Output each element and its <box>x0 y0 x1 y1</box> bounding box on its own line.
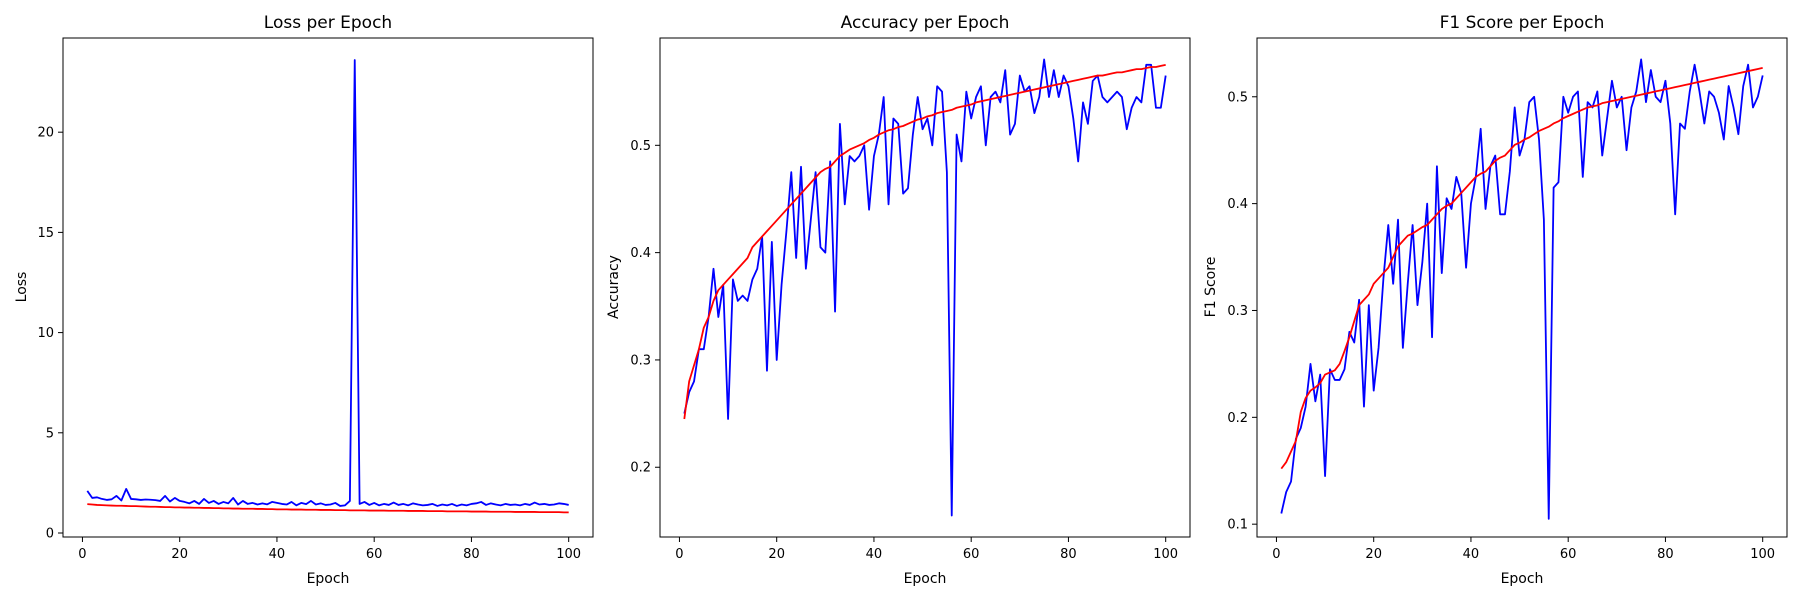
accuracy-y-tick-label: 0.3 <box>630 353 651 368</box>
f1-x-tick-label: 60 <box>1560 547 1577 562</box>
loss-x-tick-label: 60 <box>366 547 383 562</box>
loss-y-axis-label: Loss <box>14 272 30 303</box>
f1-title: F1 Score per Epoch <box>1440 13 1605 33</box>
accuracy-x-tick-label: 100 <box>1153 547 1178 562</box>
accuracy-y-axis-label: Accuracy <box>606 255 622 319</box>
accuracy-x-tick-label: 40 <box>866 547 883 562</box>
f1-x-axis-label: Epoch <box>1501 571 1544 587</box>
accuracy-x-tick-label: 60 <box>963 547 980 562</box>
loss-x-tick-label: 20 <box>171 547 188 562</box>
f1-y-tick-label: 0.1 <box>1227 518 1248 533</box>
f1-blue-series-line <box>1280 58 1764 520</box>
loss-title: Loss per Epoch <box>264 13 392 33</box>
accuracy-x-tick-label: 0 <box>675 547 683 562</box>
f1-y-tick-label: 0.2 <box>1227 411 1248 426</box>
f1-lines <box>1280 58 1764 520</box>
loss-red-series-line <box>87 503 569 514</box>
accuracy-red-series-line <box>683 63 1166 420</box>
accuracy-lines <box>683 58 1167 517</box>
f1-y-tick-label: 0.3 <box>1227 304 1248 319</box>
loss-y-tick-label: 10 <box>37 326 54 341</box>
loss-y-tick-label: 0 <box>46 526 54 541</box>
f1-x-tick-label: 40 <box>1463 547 1480 562</box>
accuracy-panel: Accuracy per Epoch Epoch Accuracy 0 20 40 6… <box>606 13 1191 587</box>
loss-y-tick-label: 15 <box>37 226 54 241</box>
f1-y-tick-label: 0.4 <box>1227 197 1248 212</box>
accuracy-plot-frame <box>659 37 1191 538</box>
accuracy-y-tick-label: 0.2 <box>630 461 651 476</box>
f1-ticks: 0 20 40 60 80 100 0.1 0.2 0.3 0.4 0.5 <box>1227 90 1775 562</box>
accuracy-x-tick-label: 80 <box>1060 547 1077 562</box>
loss-y-tick-label: 20 <box>37 126 54 141</box>
f1-y-axis-label: F1 Score <box>1203 257 1219 318</box>
loss-x-tick-label: 100 <box>556 547 581 562</box>
accuracy-x-axis-label: Epoch <box>904 571 947 587</box>
loss-x-tick-label: 80 <box>463 547 480 562</box>
accuracy-x-tick-label: 20 <box>768 547 785 562</box>
loss-plot-frame <box>62 37 594 538</box>
loss-x-tick-label: 0 <box>78 547 86 562</box>
f1-x-tick-label: 100 <box>1750 547 1775 562</box>
accuracy-title: Accuracy per Epoch <box>841 13 1010 33</box>
loss-ticks: 0 20 40 60 80 100 0 5 10 15 20 <box>37 126 581 562</box>
f1-y-tick-label: 0.5 <box>1227 90 1248 105</box>
loss-y-tick-label: 5 <box>46 426 54 441</box>
loss-x-tick-label: 40 <box>269 547 286 562</box>
accuracy-ticks: 0 20 40 60 80 100 0.2 0.3 0.4 0.5 <box>630 139 1178 562</box>
accuracy-y-tick-label: 0.4 <box>630 246 651 261</box>
loss-lines <box>86 59 569 514</box>
f1-x-tick-label: 80 <box>1657 547 1674 562</box>
f1-plot-frame <box>1256 37 1788 538</box>
loss-panel: Loss per Epoch Epoch Loss 0 20 40 60 80 100 0 5… <box>14 13 594 587</box>
f1-panel: F1 Score per Epoch Epoch F1 Score 0 20 40 6… <box>1203 13 1788 587</box>
f1-x-tick-label: 20 <box>1365 547 1382 562</box>
accuracy-blue-series-line <box>683 58 1167 517</box>
loss-blue-series-line <box>86 59 569 507</box>
f1-x-tick-label: 0 <box>1272 547 1280 562</box>
accuracy-y-tick-label: 0.5 <box>630 139 651 154</box>
f1-red-series-line <box>1280 67 1763 470</box>
loss-x-axis-label: Epoch <box>307 571 350 587</box>
